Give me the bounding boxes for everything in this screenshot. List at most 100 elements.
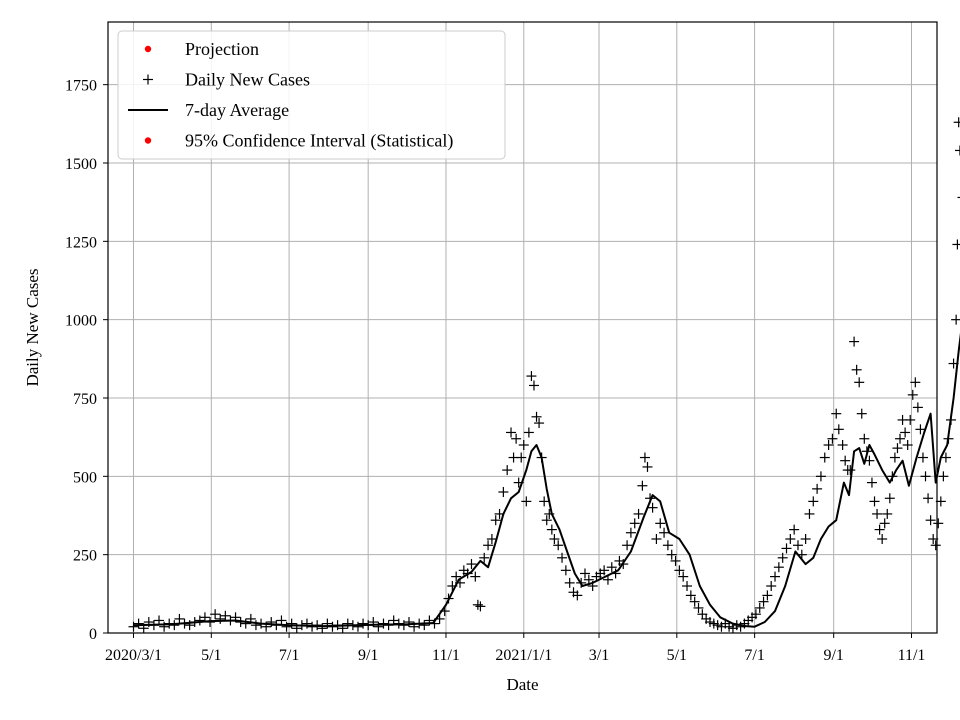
daily-case-point	[800, 534, 811, 544]
daily-case-point	[685, 590, 696, 601]
daily-case-point	[439, 606, 450, 617]
daily-case-point	[938, 471, 949, 482]
daily-case-point	[352, 621, 363, 632]
daily-case-point	[164, 618, 175, 629]
daily-case-point	[670, 555, 681, 566]
daily-case-point	[133, 618, 144, 629]
daily-case-point	[424, 615, 435, 626]
daily-case-point	[184, 620, 195, 631]
daily-case-point	[528, 380, 539, 391]
daily-case-point	[513, 477, 524, 488]
daily-case-point	[502, 465, 513, 476]
daily-case-point	[599, 565, 610, 576]
daily-case-point	[159, 621, 170, 632]
daily-case-point	[629, 518, 640, 529]
daily-case-point	[462, 568, 473, 579]
daily-case-point	[923, 493, 934, 504]
daily-case-point	[363, 620, 374, 631]
x-tick-label: 5/1	[667, 647, 687, 664]
x-tick-label: 7/1	[279, 647, 299, 664]
daily-case-point	[823, 440, 834, 450]
legend-label: Projection	[185, 39, 259, 59]
daily-case-point	[307, 621, 318, 632]
daily-case-point	[539, 496, 550, 507]
daily-case-point	[957, 196, 960, 199]
daily-case-point	[579, 568, 590, 579]
daily-case-point	[602, 574, 613, 585]
daily-case-point	[900, 427, 911, 438]
daily-case-point	[866, 477, 877, 488]
legend-label: 95% Confidence Interval (Statistical)	[185, 131, 453, 152]
daily-case-point	[174, 613, 185, 624]
daily-case-point	[572, 590, 583, 601]
daily-case-point	[781, 543, 792, 554]
daily-case-point	[750, 609, 761, 620]
daily-case-point	[872, 508, 883, 519]
daily-case-point	[812, 483, 823, 494]
daily-case-point	[546, 524, 557, 535]
daily-case-point	[952, 239, 960, 250]
daily-case-point	[531, 411, 542, 422]
daily-case-point	[674, 565, 685, 576]
daily-case-point	[312, 620, 323, 631]
daily-case-point	[296, 620, 307, 631]
daily-case-point	[479, 552, 490, 563]
daily-case-point	[895, 433, 906, 444]
daily-case-point	[378, 618, 389, 629]
daily-case-point	[777, 552, 788, 563]
daily-case-point	[210, 609, 221, 620]
x-tick-label: 2021/1/1	[495, 647, 552, 664]
legend-item: Daily New Cases	[143, 70, 310, 90]
daily-case-point	[332, 620, 343, 631]
daily-case-point	[498, 487, 509, 497]
daily-case-point	[849, 336, 860, 347]
y-tick-label: 0	[89, 626, 97, 643]
daily-case-point	[610, 568, 621, 579]
series-layer	[133, 332, 960, 628]
legend-dot-marker	[144, 137, 152, 144]
daily-case-point	[534, 418, 545, 429]
daily-case-point	[815, 471, 826, 482]
daily-case-point	[882, 508, 893, 519]
daily-case-point	[419, 620, 430, 631]
daily-case-point	[892, 443, 903, 454]
daily-case-point	[792, 540, 803, 551]
daily-case-point	[245, 613, 256, 624]
daily-case-point	[337, 623, 348, 634]
y-tick-label: 1500	[65, 156, 97, 173]
daily-case-point	[889, 452, 900, 463]
daily-case-point	[541, 515, 552, 526]
legend-item: 7-day Average	[128, 100, 289, 120]
daily-case-point	[553, 540, 564, 551]
daily-cases-layer	[128, 117, 960, 634]
daily-case-point	[647, 502, 658, 513]
x-axis-title: Date	[506, 675, 538, 694]
legend-item: Projection	[144, 39, 259, 59]
daily-case-point	[557, 552, 568, 563]
daily-case-point	[271, 620, 282, 631]
daily-case-point	[240, 618, 251, 629]
y-tick-label: 750	[73, 391, 97, 408]
daily-case-point	[879, 518, 890, 529]
daily-case-point	[910, 377, 921, 388]
daily-case-point	[946, 414, 957, 425]
daily-case-point	[494, 508, 505, 519]
daily-case-point	[388, 615, 399, 626]
daily-case-point	[143, 617, 154, 628]
daily-case-point	[819, 452, 830, 463]
daily-case-point	[256, 618, 267, 629]
daily-case-point	[917, 452, 928, 463]
daily-case-point	[470, 571, 481, 582]
daily-case-point	[398, 620, 409, 631]
daily-case-point	[455, 577, 466, 588]
daily-case-point	[639, 452, 650, 463]
daily-case-point	[215, 613, 226, 624]
daily-case-point	[851, 364, 862, 375]
daily-case-point	[758, 596, 769, 607]
daily-case-point	[368, 617, 379, 628]
daily-case-point	[276, 615, 287, 626]
daily-case-point	[230, 612, 241, 623]
daily-case-point	[859, 433, 870, 444]
daily-case-point	[128, 621, 139, 632]
y-axis-title: Daily New Cases	[23, 268, 42, 386]
